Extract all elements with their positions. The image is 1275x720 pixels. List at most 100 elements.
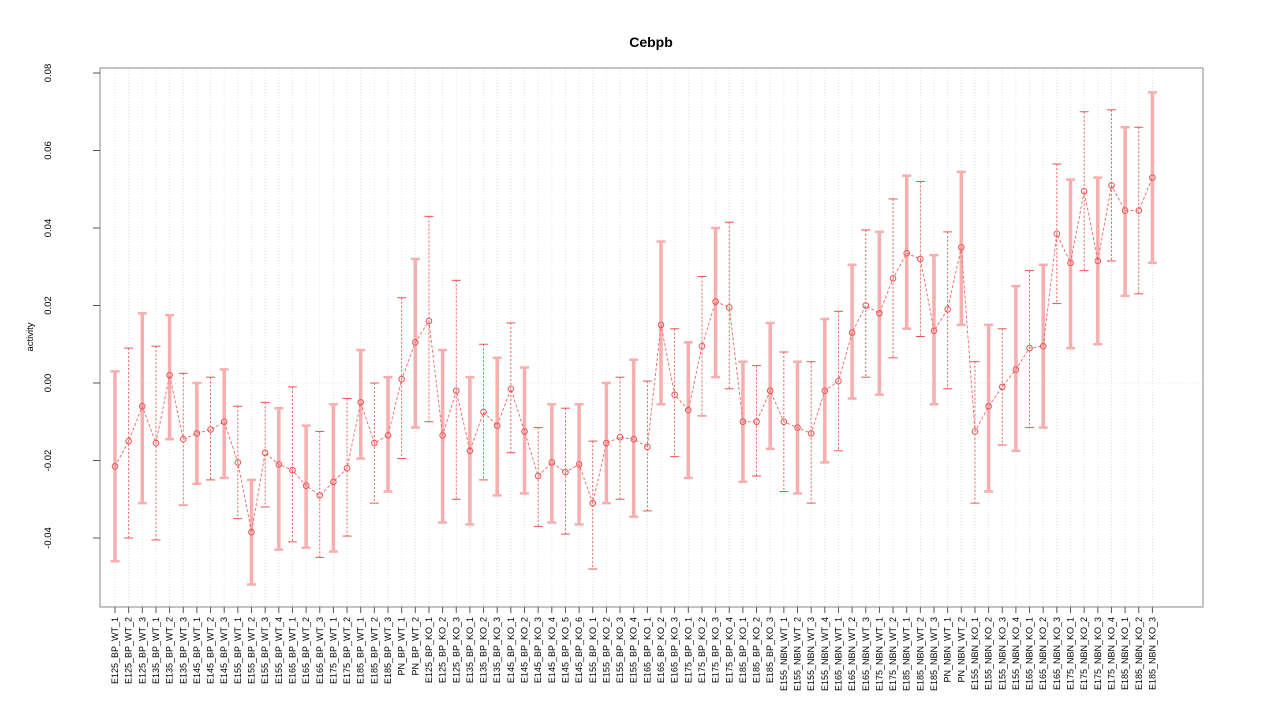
data-point bbox=[412, 339, 419, 346]
x-tick-label: E185_BP_WT_1 bbox=[356, 617, 366, 684]
y-axis: 0.08 0.06 0.04 0.02 0.00 -0.02 -0.04 bbox=[43, 64, 100, 549]
x-tick-label: E145_BP_KO_2 bbox=[520, 617, 530, 683]
x-tick-label: E145_BP_KO_5 bbox=[560, 617, 570, 683]
x-tick-label: E185_BP_KO_3 bbox=[765, 617, 775, 683]
x-tick-label: E185_NBN_WT_1 bbox=[902, 617, 912, 691]
data-point bbox=[166, 371, 173, 379]
data-point bbox=[384, 432, 392, 439]
data-point bbox=[152, 439, 160, 447]
data-point bbox=[289, 466, 296, 474]
series-line bbox=[114, 177, 1153, 533]
data-point bbox=[343, 464, 351, 472]
x-tick-label: E185_NBN_WT_2 bbox=[915, 617, 925, 691]
x-tick-label: E125_BP_WT_2 bbox=[124, 617, 134, 684]
y-tick-label: 0.00 bbox=[43, 374, 54, 393]
data-point bbox=[985, 402, 992, 410]
data-point bbox=[316, 492, 324, 499]
x-tick-label: E155_NBN_KO_2 bbox=[984, 617, 994, 690]
data-point bbox=[371, 439, 378, 447]
data-point bbox=[493, 422, 501, 429]
data-point bbox=[1080, 187, 1088, 195]
x-tick-label: E125_BP_KO_1 bbox=[424, 617, 434, 683]
data-point bbox=[480, 408, 487, 416]
y-tick-label: 0.06 bbox=[43, 141, 54, 160]
x-tick-label: E135_BP_WT_3 bbox=[178, 617, 188, 684]
data-point bbox=[234, 459, 242, 466]
x-tick-label: E145_BP_KO_1 bbox=[506, 617, 516, 683]
y-tick-label: 0.04 bbox=[43, 219, 54, 238]
data-point bbox=[917, 255, 924, 263]
data-point bbox=[439, 432, 446, 439]
data-point bbox=[630, 435, 638, 443]
x-axis: E125_BP_WT_1 E125_BP_WT_2 E125_BP_WT_3 E135… bbox=[110, 607, 1157, 691]
data-point bbox=[179, 435, 187, 443]
data-point bbox=[903, 249, 911, 257]
x-tick-label: E155_NBN_KO_3 bbox=[997, 617, 1007, 690]
data-point bbox=[780, 418, 788, 426]
x-tick-label: E165_NBN_KO_3 bbox=[1052, 617, 1062, 690]
x-tick-label: E185_BP_KO_2 bbox=[752, 617, 762, 683]
data-point bbox=[698, 342, 706, 350]
data-point bbox=[548, 459, 556, 466]
data-point bbox=[452, 387, 460, 395]
x-tick-label: PN_BP_WT_2 bbox=[410, 617, 420, 676]
y-tick-label: 0.08 bbox=[43, 64, 54, 83]
x-tick-label: E155_BP_WT_1 bbox=[233, 617, 243, 684]
data-point bbox=[889, 275, 897, 282]
x-tick-label: E155_NBN_WT_3 bbox=[806, 617, 816, 691]
data-point bbox=[1149, 174, 1156, 181]
plot-frame bbox=[99, 67, 1204, 608]
data-point bbox=[302, 482, 310, 489]
x-tick-label: PN_BP_WT_1 bbox=[397, 617, 407, 676]
x-tick-label: E155_BP_KO_1 bbox=[588, 617, 598, 683]
x-tick-label: E175_BP_KO_3 bbox=[711, 617, 721, 683]
x-tick-label: E145_BP_WT_3 bbox=[219, 617, 229, 684]
data-point bbox=[876, 309, 883, 317]
data-point bbox=[712, 298, 719, 305]
x-tick-label: E185_NBN_WT_3 bbox=[929, 617, 939, 691]
data-point bbox=[193, 430, 201, 437]
x-tick-label: E155_BP_WT_3 bbox=[260, 617, 270, 684]
data-point bbox=[534, 472, 542, 480]
x-tick-label: E155_BP_KO_4 bbox=[629, 617, 639, 683]
data-point bbox=[835, 377, 842, 385]
x-tick-label: E155_BP_KO_3 bbox=[615, 617, 625, 683]
data-point bbox=[1053, 230, 1061, 238]
x-tick-label: E125_BP_WT_1 bbox=[110, 617, 120, 684]
x-tick-label: E185_NBN_KO_2 bbox=[1134, 617, 1144, 690]
x-tick-label: E175_NBN_KO_1 bbox=[1066, 617, 1076, 690]
data-point bbox=[753, 418, 760, 426]
x-tick-label: E135_BP_WT_2 bbox=[165, 617, 175, 684]
data-point bbox=[794, 424, 801, 431]
x-tick-label: E185_NBN_KO_1 bbox=[1120, 617, 1130, 690]
x-tick-label: E175_BP_KO_1 bbox=[683, 617, 693, 683]
data-point bbox=[1026, 344, 1033, 352]
data-point bbox=[739, 418, 747, 426]
x-tick-label: E155_NBN_WT_2 bbox=[793, 617, 803, 691]
data-point bbox=[357, 399, 365, 406]
x-tick-label: E155_NBN_WT_4 bbox=[820, 617, 830, 691]
x-tick-label: E145_BP_WT_1 bbox=[192, 617, 202, 684]
x-tick-label: E185_BP_KO_1 bbox=[738, 617, 748, 683]
data-point bbox=[1135, 207, 1143, 214]
data-point bbox=[1094, 257, 1102, 265]
x-tick-label: E175_BP_KO_4 bbox=[724, 617, 734, 683]
data-point bbox=[261, 449, 269, 457]
data-point bbox=[275, 461, 283, 468]
x-tick-label: E145_BP_KO_4 bbox=[547, 617, 557, 683]
x-tick-label: E125_BP_KO_3 bbox=[451, 617, 461, 683]
x-tick-label: E165_BP_KO_1 bbox=[642, 617, 652, 683]
data-point bbox=[1039, 342, 1047, 350]
y-tick-label: -0.02 bbox=[43, 450, 54, 472]
data-point bbox=[671, 391, 678, 398]
data-point bbox=[930, 327, 938, 334]
x-tick-label: E155_NBN_KO_1 bbox=[970, 617, 980, 690]
x-tick-label: E145_BP_KO_6 bbox=[574, 617, 584, 683]
x-tick-label: E165_BP_KO_3 bbox=[670, 617, 680, 683]
x-tick-label: E185_BP_WT_3 bbox=[383, 617, 393, 684]
x-tick-label: E175_NBN_KO_3 bbox=[1093, 617, 1103, 690]
x-tick-label: E165_NBN_KO_1 bbox=[1025, 617, 1035, 690]
x-tick-label: E175_NBN_WT_2 bbox=[888, 617, 898, 691]
data-point bbox=[958, 244, 965, 251]
data-point bbox=[220, 418, 228, 426]
